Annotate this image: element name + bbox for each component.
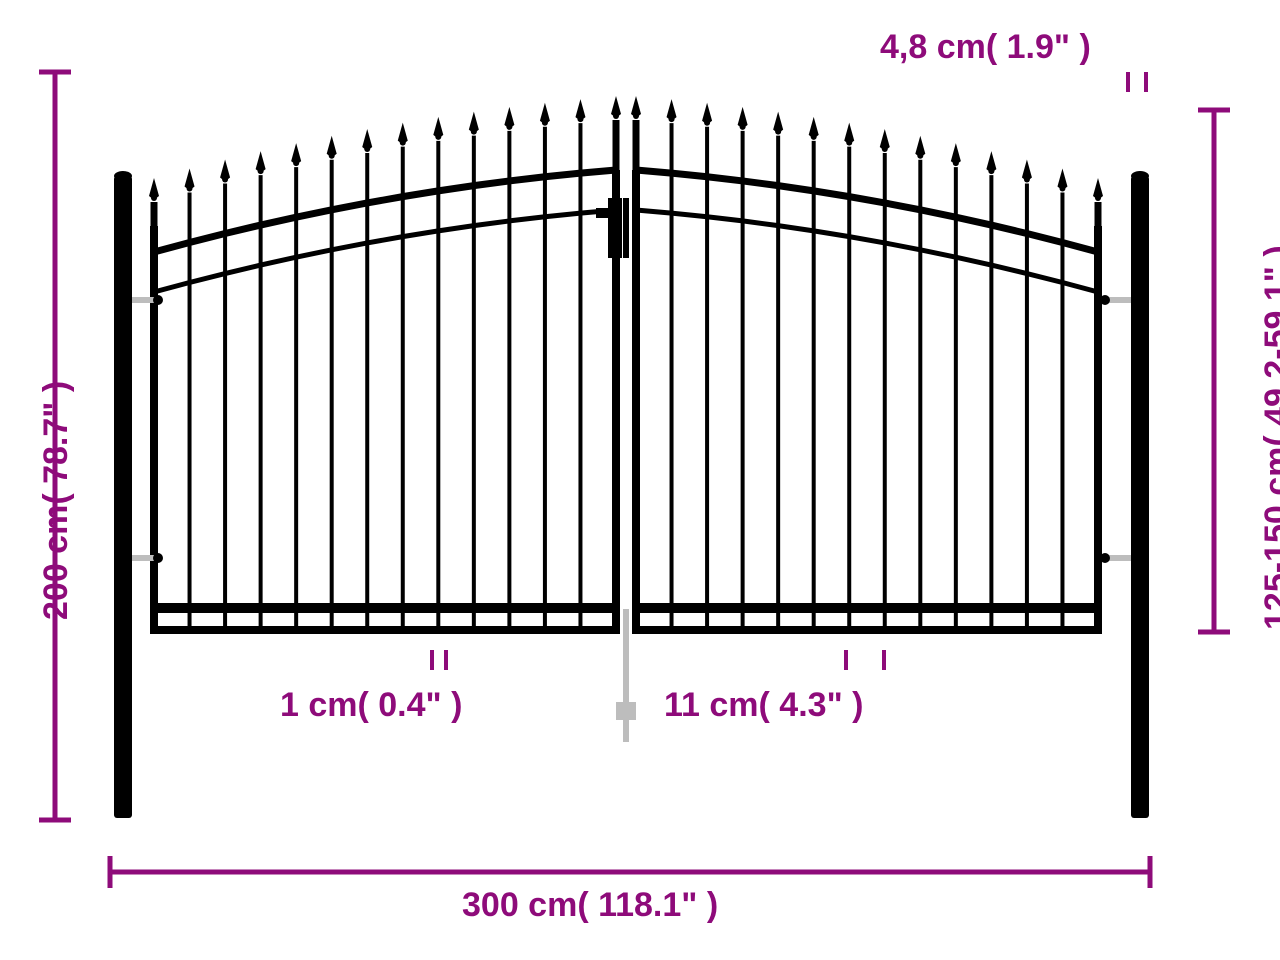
gate-diagram-svg — [0, 0, 1280, 960]
diagram-stage: 200 cm( 78.7" ) 125-150 cm( 49.2-59.1" )… — [0, 0, 1280, 960]
label-height-total: 200 cm( 78.7" ) — [37, 381, 76, 620]
label-width-total: 300 cm( 118.1" ) — [462, 886, 718, 925]
label-picket-gap: 11 cm( 4.3" ) — [664, 686, 863, 725]
label-post-diameter: 4,8 cm( 1.9" ) — [880, 28, 1091, 67]
label-picket-thickness: 1 cm( 0.4" ) — [280, 686, 462, 725]
label-height-gate: 125-150 cm( 49.2-59.1" ) — [1258, 245, 1280, 630]
